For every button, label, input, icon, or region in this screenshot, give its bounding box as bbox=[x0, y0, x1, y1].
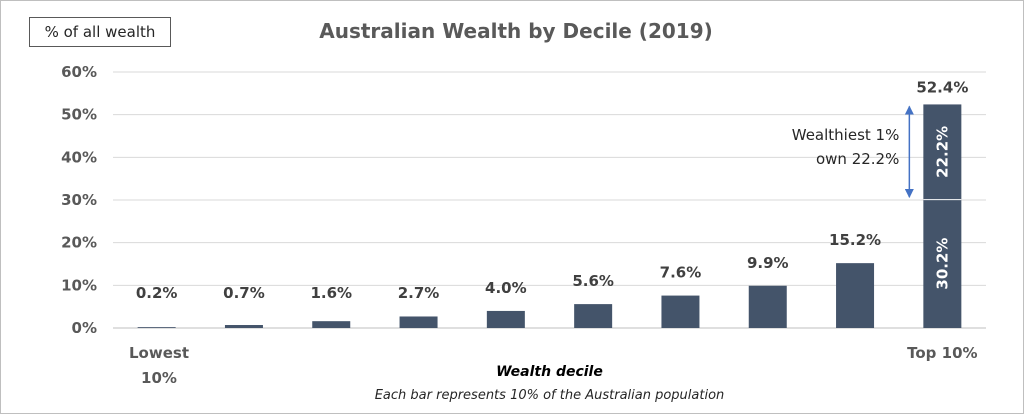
chart-title: Australian Wealth by Decile (2019) bbox=[319, 19, 713, 43]
data-label: 4.0% bbox=[485, 279, 527, 297]
data-label: 5.6% bbox=[572, 272, 614, 290]
bar-segment bbox=[923, 199, 962, 328]
x-axis-subtitle: Each bar represents 10% of the Australia… bbox=[375, 388, 725, 403]
y-tick-label: 10% bbox=[61, 276, 97, 294]
y-axis-label: % of all wealth bbox=[29, 17, 171, 47]
x-category-label-last: Top 10% bbox=[907, 344, 977, 362]
y-tick-label: 0% bbox=[72, 319, 97, 337]
y-tick-label: 20% bbox=[61, 234, 97, 252]
annotation-line-2: own 22.2% bbox=[816, 150, 899, 168]
bar bbox=[224, 325, 263, 328]
annotation-line-1: Wealthiest 1% bbox=[792, 126, 900, 144]
data-label: 52.4% bbox=[916, 78, 968, 96]
bar bbox=[137, 327, 176, 328]
y-tick-label: 60% bbox=[61, 63, 97, 81]
bar bbox=[748, 285, 787, 328]
data-label: 15.2% bbox=[829, 231, 881, 249]
segment-label: 30.2% bbox=[933, 238, 951, 290]
bar bbox=[836, 263, 875, 328]
y-tick-label: 50% bbox=[61, 106, 97, 124]
bar bbox=[399, 316, 438, 328]
data-label: 0.7% bbox=[223, 284, 265, 302]
data-label: 7.6% bbox=[660, 264, 702, 282]
bar bbox=[486, 310, 525, 328]
x-category-label-first: Lowest bbox=[129, 344, 189, 362]
bar bbox=[312, 321, 351, 328]
bar bbox=[661, 295, 700, 328]
bar-segment bbox=[923, 104, 962, 200]
x-axis-title: Wealth decile bbox=[496, 364, 603, 380]
data-label: 9.9% bbox=[747, 254, 789, 272]
segment-label: 22.2% bbox=[933, 126, 951, 178]
y-tick-label: 30% bbox=[61, 191, 97, 209]
x-category-label-first: 10% bbox=[141, 369, 177, 387]
bar bbox=[574, 304, 613, 328]
data-label: 0.2% bbox=[136, 284, 178, 302]
y-tick-label: 40% bbox=[61, 148, 97, 166]
data-label: 1.6% bbox=[310, 284, 352, 302]
data-label: 2.7% bbox=[398, 284, 440, 302]
